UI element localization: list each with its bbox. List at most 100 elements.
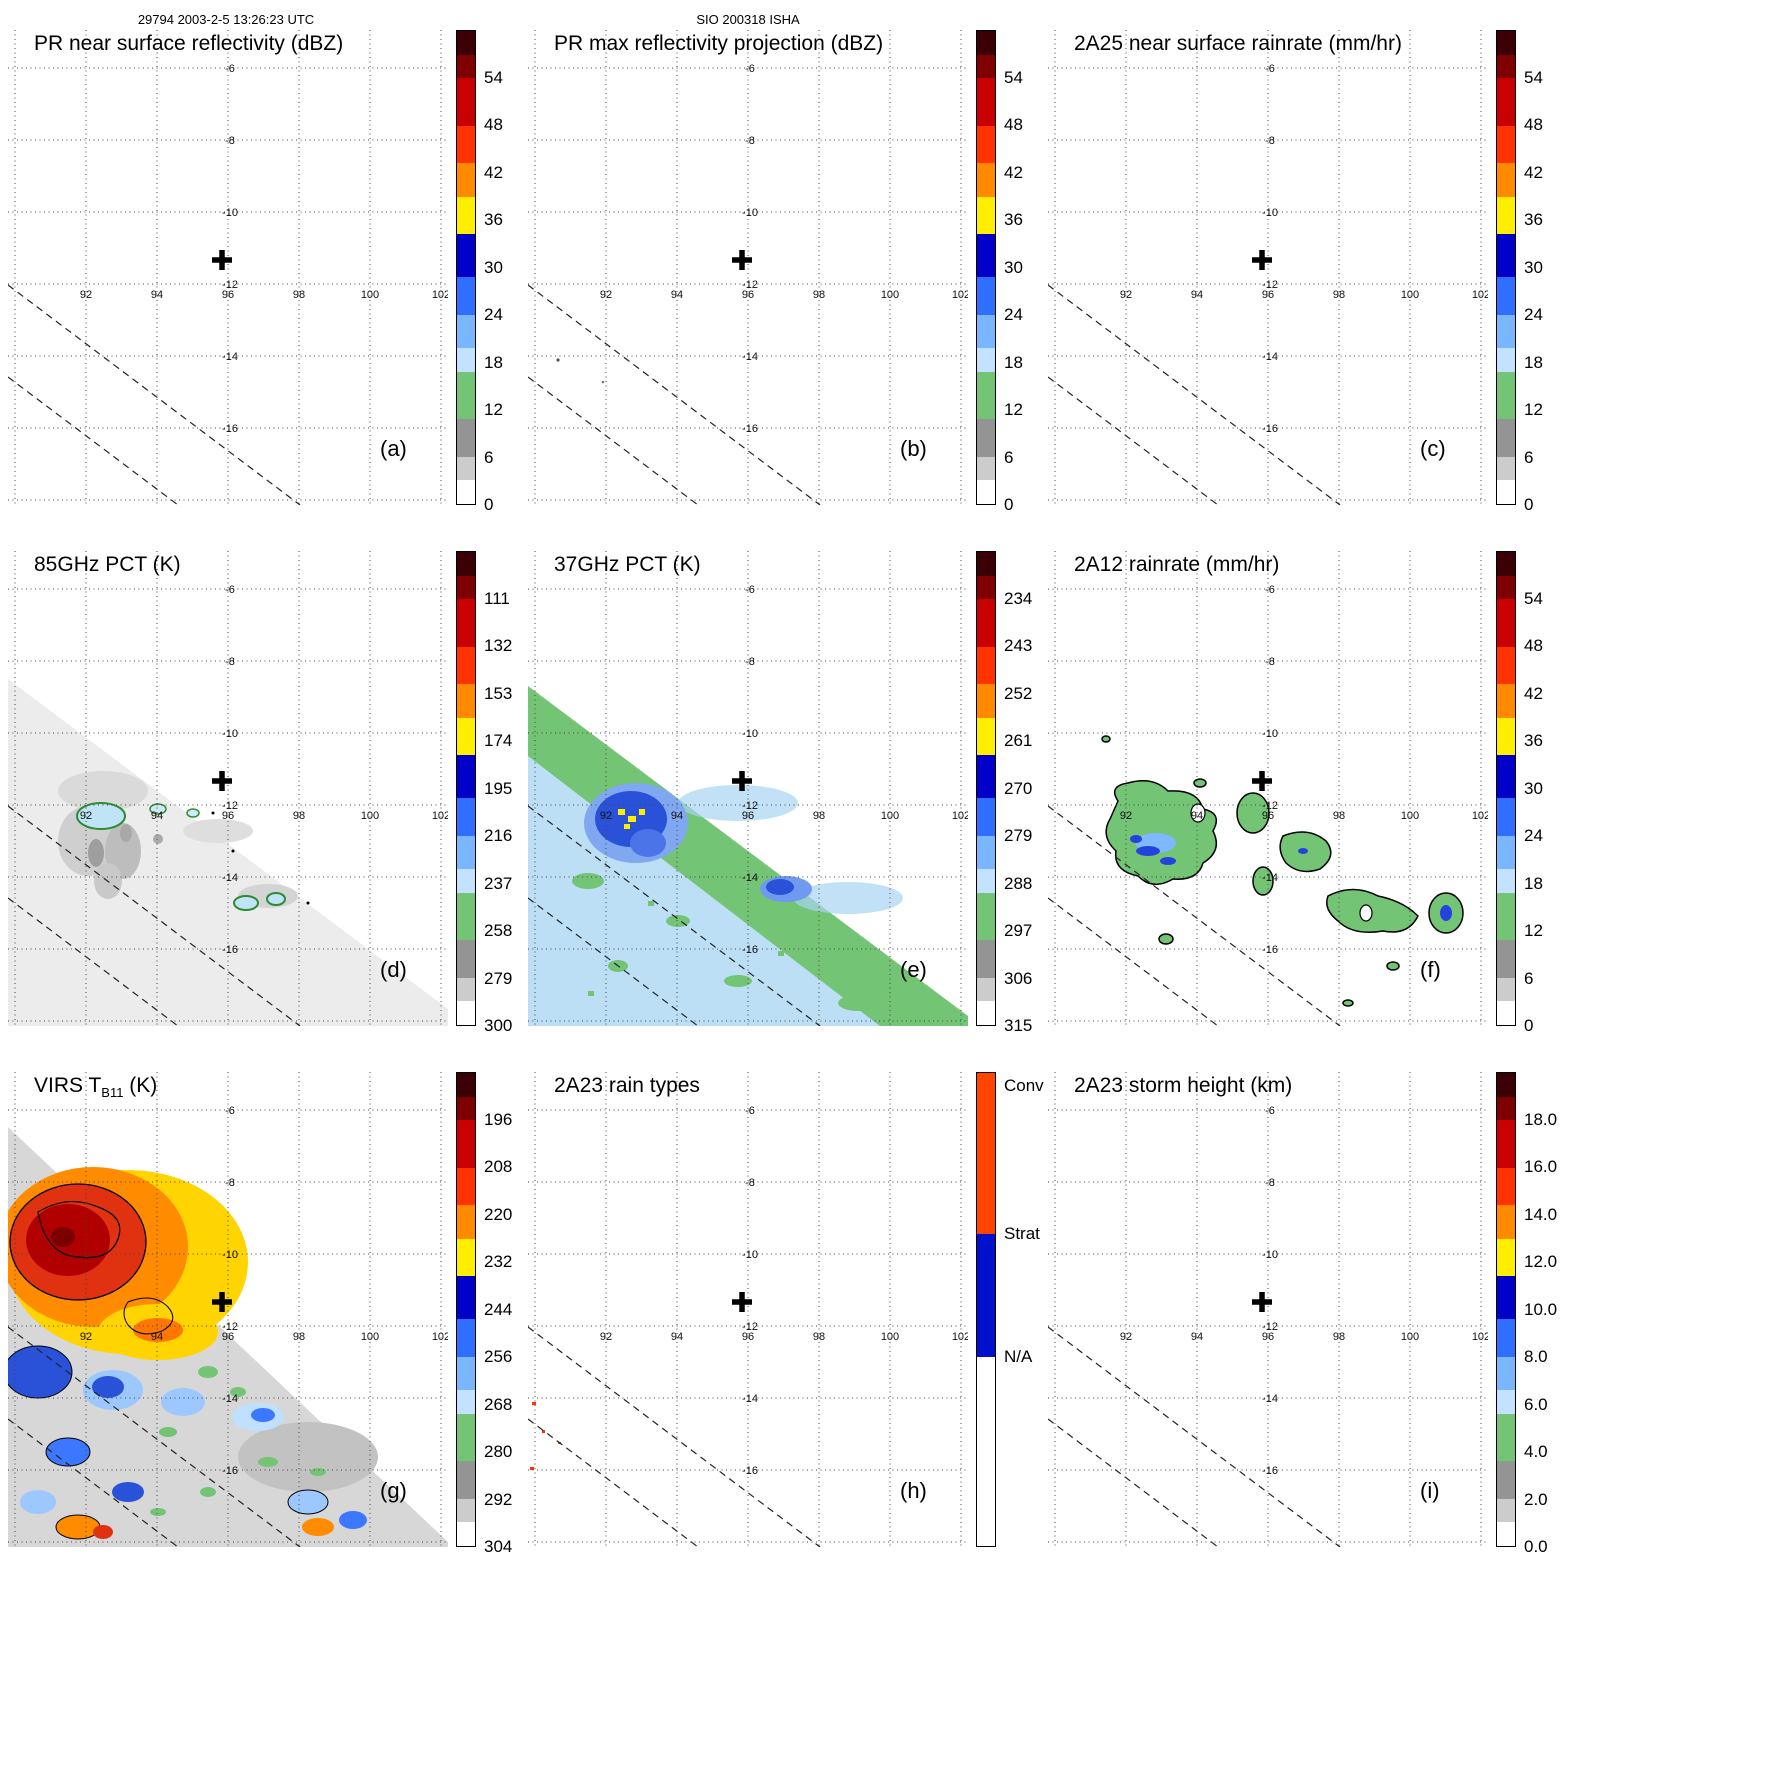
colorbar-segment	[977, 684, 995, 718]
center-cross-marker	[732, 771, 752, 791]
colorbar-segment	[1497, 1522, 1515, 1547]
colorbar-tick-label: 18	[1524, 873, 1543, 893]
colorbar-segment	[457, 347, 475, 372]
colorbar-i-ticks: 18.0 16.0 14.0 12.0 10.0 8.0 6.0 4.0 2.0 0.0	[1522, 1072, 1582, 1557]
colorbar-tick-label: 36	[1524, 210, 1543, 229]
lat-tick-label: -12	[1262, 279, 1278, 291]
colorbar-tick-label: 306	[1004, 968, 1033, 988]
colorbar-tick-label: 0	[1524, 1016, 1534, 1035]
colorbar-tick-label: 30	[1004, 257, 1023, 277]
panel-c: 92 94 96 98 100 102 -6 -8 -10 -12 -14 -16 2A25 near…	[1048, 8, 1568, 529]
panel-g-title-pre: VIRS T	[34, 1074, 102, 1097]
colorbar-segment	[457, 599, 475, 647]
colorbar-tick-label: 10.0	[1524, 1299, 1558, 1319]
colorbar-segment	[1497, 1238, 1515, 1277]
colorbar-segment	[977, 1001, 995, 1026]
colorbar-tick-label: 174	[484, 731, 513, 750]
lat-tick-label: -10	[1262, 207, 1278, 219]
colorbar-tick-label: 48	[1524, 636, 1543, 655]
colorbar-segment	[457, 1096, 475, 1121]
colorbar-e	[976, 551, 996, 1026]
panel-d: 92 94 96 98 100 102 -6 -8 -10 -12 -14 -16 85GHz PCT…	[8, 529, 528, 1050]
colorbar-segment	[1497, 868, 1515, 893]
colorbar-segment	[1497, 480, 1515, 505]
colorbar-segment	[1497, 163, 1515, 197]
colorbar-segment	[977, 347, 995, 372]
colorbar-c	[1496, 30, 1516, 505]
lon-tick-label: 92	[80, 1331, 92, 1343]
colorbar-tick-label: 14.0	[1524, 1204, 1558, 1224]
map-h: 92 94 96 98 100 102 -6 -8 -10 -12 -14 -16	[528, 1072, 968, 1547]
swath-edge-dashed-line	[8, 1326, 301, 1547]
colorbar-tick-label: 196	[484, 1109, 513, 1129]
colorbar-tick-label: 6.0	[1524, 1394, 1548, 1414]
colorbar-tick-label: 2.0	[1524, 1489, 1548, 1509]
lon-tick-label: 98	[293, 1331, 305, 1343]
colorbar-segment	[457, 314, 475, 348]
colorbar-tick-label: 315	[1004, 1016, 1033, 1035]
lat-tick-label: -14	[222, 1393, 238, 1405]
colorbar-tick-label: 42	[484, 162, 503, 182]
colorbar-tick-label: 256	[484, 1347, 513, 1366]
colorbar-segment	[1497, 1096, 1515, 1121]
colorbar-segment	[457, 1318, 475, 1357]
colorbar-tick-label: 132	[484, 636, 513, 655]
colorbar-tick-label: 258	[484, 921, 513, 940]
lon-tick-label: 92	[80, 810, 92, 822]
panel-i: 92 94 96 98 100 102 -6 -8 -10 -12 -14 -16 2A23 stor…	[1048, 1050, 1568, 1571]
colorbar-g-ticks: 196 208 220 232 244 256 268 280 292 304	[482, 1072, 542, 1557]
lat-tick-label: -8	[225, 656, 235, 668]
colorbar-segment	[1497, 418, 1515, 457]
colorbar-tick-label: 30	[1524, 257, 1543, 277]
colorbar-segment	[457, 868, 475, 893]
colorbar-segment	[1497, 1498, 1515, 1523]
virs-tb11-data-swath	[8, 1127, 448, 1547]
colorbar-tick-label: 232	[484, 1252, 513, 1271]
swath-edge-dashed-line	[1048, 897, 1219, 1026]
colorbar-segment	[1497, 1001, 1515, 1026]
lon-tick-label: 96	[222, 810, 234, 822]
map-grid: 92 94 96 98 100 102 -6 -8 -10 -12 -14 -16	[8, 551, 448, 1026]
lat-tick-label: -16	[742, 1465, 758, 1477]
lat-tick-label: -10	[742, 1249, 758, 1261]
colorbar-tick-label: Conv	[1004, 1076, 1044, 1096]
lat-tick-label: -12	[742, 279, 758, 291]
colorbar-segment	[457, 1460, 475, 1499]
lat-tick-label: -6	[745, 584, 755, 596]
lat-tick-label: -8	[1265, 1177, 1275, 1189]
colorbar-tick-label: 0.0	[1524, 1537, 1548, 1556]
lat-tick-label: -16	[1262, 423, 1278, 435]
panel-f-letter: (f)	[1420, 957, 1441, 982]
colorbar-tick-label: 0	[1524, 495, 1534, 514]
tmi-37ghz-data-swath	[528, 686, 968, 1026]
colorbar-tick-label: 252	[1004, 683, 1033, 703]
panel-a: 92 94 96 98 100 102 -6 -8 -10 -12 -14 -16 PR near s…	[8, 8, 528, 529]
lon-tick-label: 92	[600, 810, 612, 822]
lat-tick-label: -10	[1262, 1249, 1278, 1261]
colorbar-a	[456, 30, 476, 505]
colorbar-segment	[977, 480, 995, 505]
colorbar-tick-label: 288	[1004, 873, 1033, 893]
lat-tick-label: -8	[225, 135, 235, 147]
lon-tick-label: 94	[1191, 289, 1203, 301]
colorbar-segment	[457, 1120, 475, 1168]
panel-e-title: 37GHz PCT (K)	[554, 553, 701, 576]
colorbar-d-ticks: 111 132 153 174 195 216 237 258 279 300	[482, 551, 542, 1036]
colorbar-tick-label: 220	[484, 1204, 513, 1224]
colorbar-segment	[457, 939, 475, 978]
colorbar-tick-label: 216	[484, 826, 513, 845]
panel-b-title: PR max reflectivity projection (dBZ)	[554, 32, 884, 55]
colorbar-tick-label: 12.0	[1524, 1252, 1558, 1271]
lat-tick-label: -6	[745, 63, 755, 75]
center-cross-marker	[212, 1292, 232, 1312]
colorbar-segment	[1497, 456, 1515, 481]
colorbar-segment	[457, 78, 475, 126]
lat-tick-label: -16	[742, 944, 758, 956]
colorbar-h	[976, 1072, 996, 1547]
lat-tick-label: -8	[745, 1177, 755, 1189]
lon-tick-label: 98	[1333, 1331, 1345, 1343]
colorbar-tick-label: 292	[484, 1489, 513, 1509]
colorbar-h-ticks: Conv Strat N/A	[1002, 1072, 1062, 1547]
colorbar-segment	[977, 552, 995, 576]
lon-tick-label: 100	[881, 289, 899, 301]
